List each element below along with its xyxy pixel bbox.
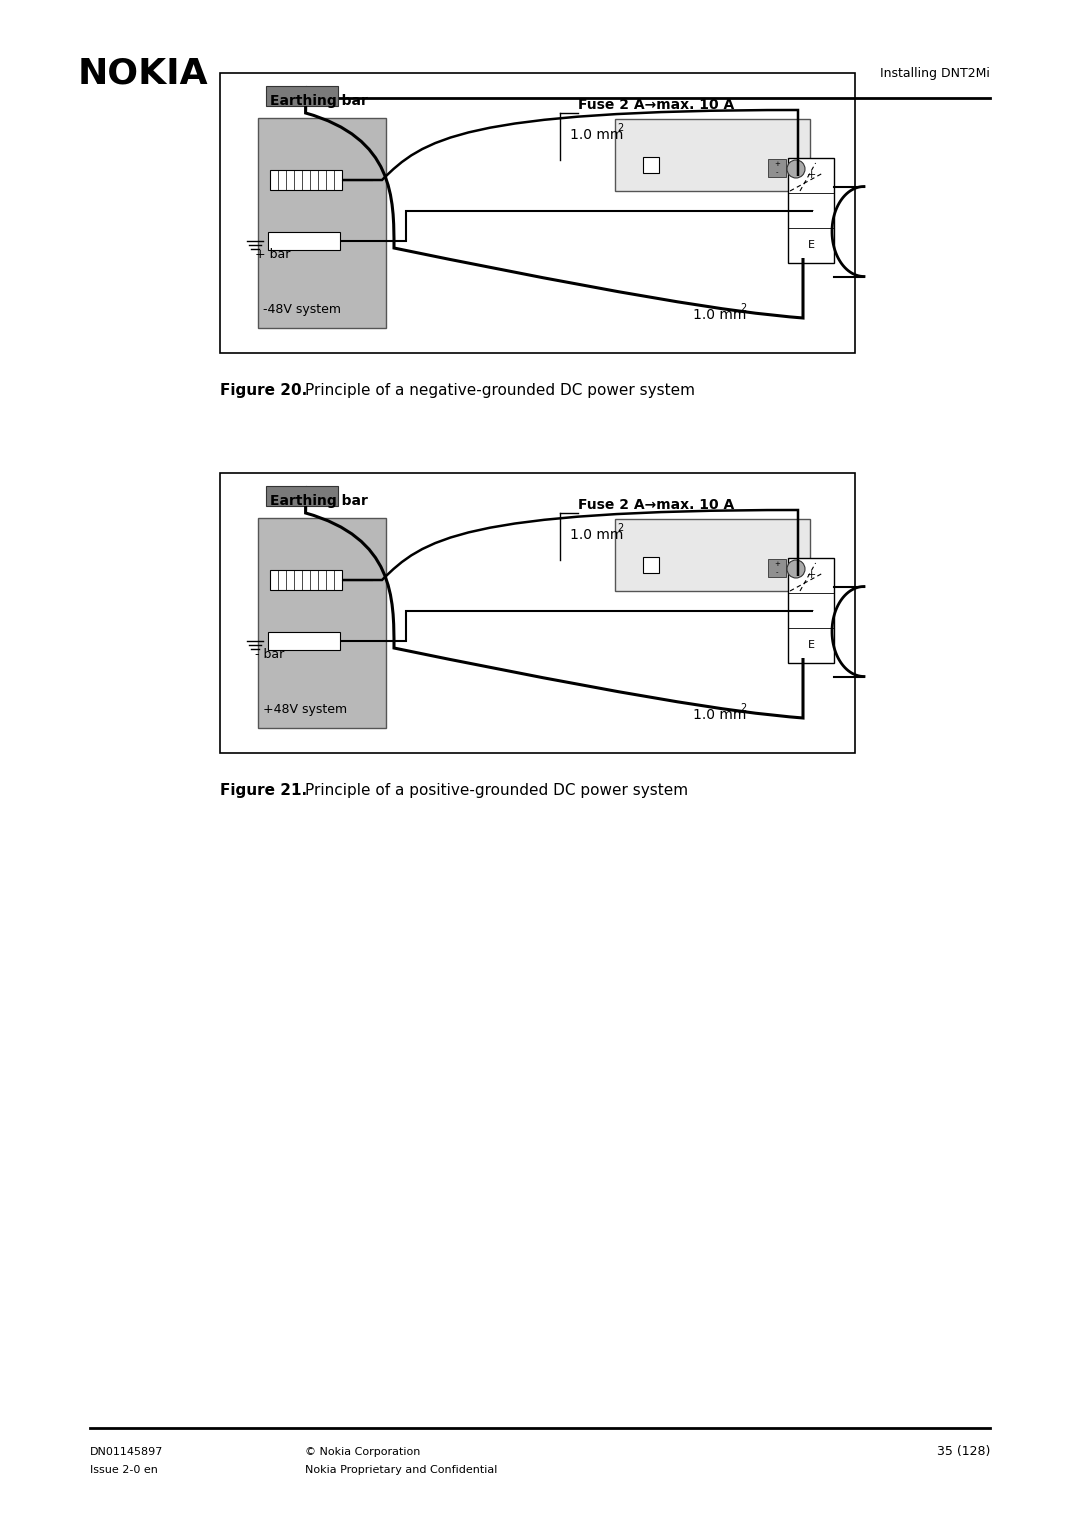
Text: Installing DNT2Mi: Installing DNT2Mi bbox=[880, 67, 990, 79]
Text: + bar: + bar bbox=[255, 249, 291, 261]
Bar bbox=[615, 119, 810, 191]
Text: -: - bbox=[775, 568, 779, 575]
Text: 2: 2 bbox=[740, 303, 746, 313]
Bar bbox=[270, 170, 342, 189]
Text: - bar: - bar bbox=[255, 648, 284, 662]
Bar bbox=[643, 558, 659, 573]
Bar bbox=[258, 118, 386, 329]
Text: 1.0 mm: 1.0 mm bbox=[570, 128, 623, 142]
Text: +: + bbox=[807, 570, 815, 581]
Text: +: + bbox=[774, 561, 780, 567]
Text: Nokia Proprietary and Confidential: Nokia Proprietary and Confidential bbox=[305, 1465, 498, 1475]
Text: -: - bbox=[775, 170, 779, 176]
Text: 35 (128): 35 (128) bbox=[936, 1445, 990, 1459]
Text: 1.0 mm: 1.0 mm bbox=[570, 529, 623, 542]
Bar bbox=[768, 159, 786, 177]
Text: DN01145897: DN01145897 bbox=[90, 1447, 163, 1458]
Circle shape bbox=[787, 559, 805, 578]
Text: E: E bbox=[808, 240, 814, 251]
Bar bbox=[788, 558, 834, 663]
Text: Earthing bar: Earthing bar bbox=[270, 494, 368, 507]
Bar bbox=[788, 157, 834, 263]
Text: E: E bbox=[808, 640, 814, 651]
Bar bbox=[268, 232, 340, 251]
Text: -: - bbox=[809, 605, 813, 616]
Text: Principle of a positive-grounded DC power system: Principle of a positive-grounded DC powe… bbox=[305, 784, 688, 799]
Bar bbox=[220, 73, 855, 353]
Bar bbox=[266, 86, 338, 105]
Bar bbox=[643, 157, 659, 173]
Text: +: + bbox=[774, 160, 780, 167]
Text: Fuse 2 A→max. 10 A: Fuse 2 A→max. 10 A bbox=[578, 98, 734, 112]
Text: 1.0 mm: 1.0 mm bbox=[693, 707, 746, 723]
Text: © Nokia Corporation: © Nokia Corporation bbox=[305, 1447, 420, 1458]
Text: +48V system: +48V system bbox=[264, 703, 347, 717]
Text: Fuse 2 A→max. 10 A: Fuse 2 A→max. 10 A bbox=[578, 498, 734, 512]
Text: 2: 2 bbox=[617, 523, 623, 533]
Bar bbox=[258, 518, 386, 727]
Text: -: - bbox=[809, 205, 813, 215]
Text: 2: 2 bbox=[740, 703, 746, 714]
Text: Figure 20.: Figure 20. bbox=[220, 384, 307, 399]
Text: -48V system: -48V system bbox=[264, 304, 341, 316]
Text: +: + bbox=[807, 171, 815, 180]
Text: Issue 2-0 en: Issue 2-0 en bbox=[90, 1465, 158, 1475]
Bar bbox=[615, 520, 810, 591]
Circle shape bbox=[787, 160, 805, 177]
Text: NOKIA: NOKIA bbox=[78, 57, 208, 90]
Bar bbox=[220, 474, 855, 753]
Text: 1.0 mm: 1.0 mm bbox=[693, 309, 746, 322]
Bar bbox=[270, 570, 342, 590]
Bar bbox=[268, 633, 340, 649]
Bar bbox=[768, 559, 786, 578]
Text: 2: 2 bbox=[617, 122, 623, 133]
Text: Earthing bar: Earthing bar bbox=[270, 95, 368, 108]
Text: Figure 21.: Figure 21. bbox=[220, 784, 307, 799]
Text: Principle of a negative-grounded DC power system: Principle of a negative-grounded DC powe… bbox=[305, 384, 696, 399]
Bar bbox=[266, 486, 338, 506]
